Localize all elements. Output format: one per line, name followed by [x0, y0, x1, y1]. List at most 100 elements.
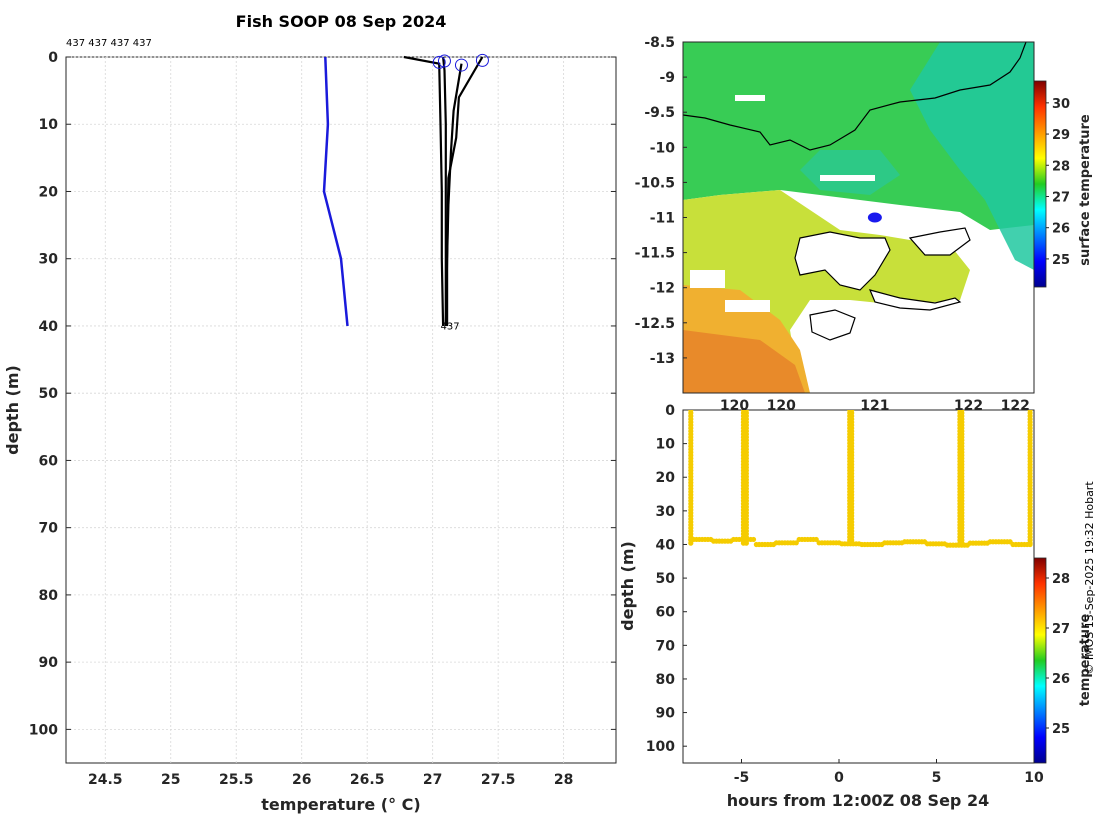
- map-island-savu: [908, 227, 971, 256]
- section-panel: 0 10 20 30 40 50 60 70 80 90 100 -5 0 5 10 hours from …: [618, 403, 1093, 810]
- section-colorbar: [1033, 557, 1047, 764]
- map-colorbar-tick-label: 27: [1052, 190, 1070, 205]
- map-island-rote: [868, 289, 962, 311]
- map-y-tick-label: -10: [650, 140, 676, 156]
- profile-x-tick-label: 26: [292, 772, 311, 788]
- map-y-tick-label: -13: [650, 351, 675, 367]
- profile-surface-marker: [432, 55, 446, 69]
- map-sst-mid-patch: [800, 150, 900, 195]
- section-x-tick-label: 10: [1024, 770, 1044, 786]
- profile-markers: [432, 53, 489, 72]
- section-y-tick-label: 0: [665, 403, 675, 419]
- profile-y-tick-label: 40: [39, 319, 59, 335]
- profile-x-tick-label: 25: [161, 772, 180, 788]
- map-cloud-gap: [735, 95, 765, 101]
- profile-x-tick-label: 28: [554, 772, 573, 788]
- profile-y-tick-label: 10: [39, 117, 59, 133]
- map-y-tick-label: -9.5: [644, 105, 675, 121]
- map-y-tick-label: -10.5: [635, 175, 675, 191]
- profile-line-climatology: [322, 56, 349, 327]
- profile-panel: 24.5 25 25.5 26 26.5 27 27.5 28 0 10 20 30 40 50 60 70 8…: [3, 50, 617, 814]
- profile-y-tick-label: 30: [39, 252, 59, 268]
- map-cloud-gap: [725, 300, 770, 312]
- profile-y-tick-label: 0: [48, 50, 58, 66]
- map-colorbar-tick-label: 30: [1052, 97, 1070, 112]
- map-sst-cool-patch: [910, 42, 1034, 270]
- section-y-tick-label: 50: [656, 571, 676, 587]
- section-y-tick-label: 100: [646, 739, 675, 755]
- section-y-tick-label: 70: [656, 638, 676, 654]
- section-points: [688, 410, 1033, 548]
- map-y-tick-label: -8.5: [644, 35, 675, 51]
- profile-x-tick-label: 27: [423, 772, 442, 788]
- section-colorbar-tick-label: 27: [1052, 622, 1070, 637]
- section-axes-box: [682, 409, 1035, 764]
- map-colorbar-tick-label: 25: [1052, 253, 1070, 268]
- map-y-tick-label: -12: [650, 281, 675, 297]
- map-colorbar-tick-label: 26: [1052, 222, 1070, 237]
- section-cast-point: [688, 540, 694, 546]
- map-island-south: [809, 309, 856, 341]
- profile-end-label: 437: [441, 321, 460, 332]
- map-sst-hot: [683, 330, 805, 393]
- profile-x-axis-label: temperature (° C): [261, 795, 420, 814]
- section-y-tick-label: 40: [656, 537, 676, 553]
- map-panel: -8.5-9-9.5-10-10.5-11-11.5-12-12.5-13120…: [635, 35, 1093, 414]
- profile-y-tick-label: 20: [39, 184, 59, 200]
- profile-ticks: 24.5 25 25.5 26 26.5 27 27.5 28 0 10 20 30 40 50 60 70 8…: [29, 50, 616, 788]
- profile-grid: [66, 56, 616, 763]
- map-colorbar: [1033, 80, 1047, 288]
- map-y-tick-label: -11.5: [635, 246, 675, 262]
- profile-x-tick-label: 27.5: [481, 772, 516, 788]
- section-y-tick-label: 20: [656, 470, 676, 486]
- profile-y-tick-label: 90: [39, 655, 59, 671]
- map-cloud-gap: [690, 270, 725, 288]
- profile-y-tick-label: 50: [39, 386, 59, 402]
- map-colorbar-ticks: 25 26 27 28 29 30: [1046, 97, 1070, 268]
- profile-y-tick-label: 80: [39, 588, 59, 604]
- section-colorbar-label: temperature: [1078, 614, 1093, 707]
- profile-y-tick-label: 70: [39, 521, 59, 537]
- profile-lines: [322, 55, 484, 327]
- section-ticks: 0 10 20 30 40 50 60 70 80 90 100 -5 0 5 10: [646, 403, 1044, 786]
- section-colorbar-tick-label: 28: [1052, 572, 1070, 587]
- map-colorbar-tick-label: 29: [1052, 128, 1070, 143]
- profile-x-tick-label: 25.5: [219, 772, 254, 788]
- profile-y-axis-label: depth (m): [3, 365, 22, 455]
- section-bottom-point: [750, 536, 757, 543]
- profile-axes-box: [65, 56, 617, 764]
- map-y-tick-label: -12.5: [635, 316, 675, 332]
- section-y-tick-label: 10: [656, 437, 676, 453]
- map-colorbar-label: surface temperature: [1078, 114, 1093, 266]
- section-y-tick-label: 60: [656, 605, 676, 621]
- section-bottom-point: [1027, 541, 1033, 548]
- section-y-tick-label: 30: [656, 504, 676, 520]
- section-x-tick-label: 0: [834, 770, 844, 786]
- map-colorbar-tick-label: 28: [1052, 159, 1070, 174]
- map-coastline-flores: [683, 42, 1027, 151]
- section-x-tick-label: 5: [932, 770, 942, 786]
- profile-line-profile-4: [446, 63, 463, 326]
- map-cloud-gap: [820, 175, 875, 181]
- profile-x-tick-label: 26.5: [350, 772, 385, 788]
- section-y-tick-label: 90: [656, 706, 676, 722]
- section-y-axis-label: depth (m): [618, 541, 637, 631]
- profile-surface-marker: [454, 58, 468, 72]
- section-colorbar-tick-label: 26: [1052, 672, 1070, 687]
- profile-x-tick-label: 24.5: [88, 772, 123, 788]
- map-island-sumba: [794, 231, 891, 291]
- section-x-tick-label: -5: [734, 770, 750, 786]
- profile-y-tick-label: 100: [29, 722, 58, 738]
- copyright-footer: © IMOS 13-Sep-2025 19:32 Hobart: [1083, 481, 1096, 675]
- map-y-tick-label: -11: [650, 211, 675, 227]
- profile-y-tick-label: 60: [39, 453, 59, 469]
- map-y-tick-label: -9: [659, 70, 675, 86]
- profile-surface-marker: [437, 54, 451, 68]
- section-colorbar-ticks: 25 26 27 28: [1046, 572, 1070, 737]
- profile-id-labels: 437 437 437 437: [66, 38, 152, 49]
- vessel-position-marker: [867, 212, 882, 223]
- section-colorbar-tick-label: 25: [1052, 722, 1070, 737]
- profile-surface-marker: [475, 53, 489, 67]
- section-x-axis-label: hours from 12:00Z 08 Sep 24: [727, 791, 989, 810]
